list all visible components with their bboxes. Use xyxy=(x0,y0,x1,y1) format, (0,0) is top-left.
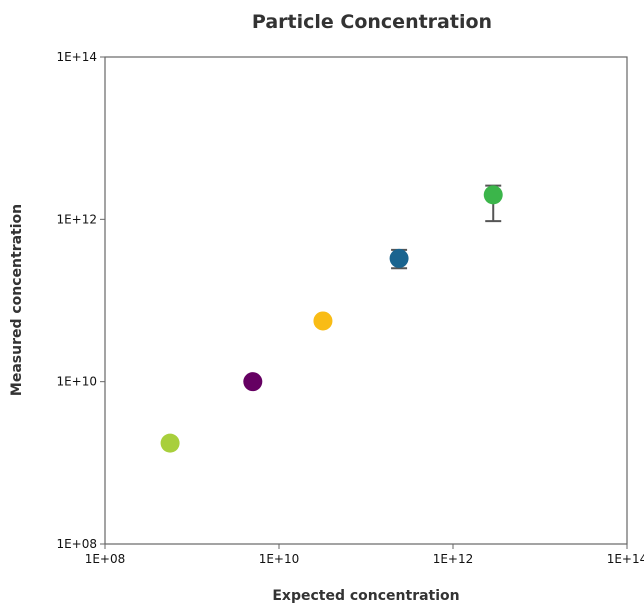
y-tick-label: 1E+08 xyxy=(56,537,97,551)
x-tick-label: 1E+10 xyxy=(259,552,300,566)
data-points xyxy=(160,185,503,453)
x-axis-label: Expected concentration xyxy=(272,588,459,604)
data-point xyxy=(483,185,503,205)
x-tick-label: 1E+12 xyxy=(433,552,474,566)
plot-area xyxy=(104,56,628,545)
data-point xyxy=(313,311,333,331)
data-point xyxy=(160,433,180,453)
axis-ticks: 1E+08 1E+10 1E+12 1E+14 1E+08 1E+10 1E+12 1E+14 xyxy=(56,50,644,566)
y-tick-label: 1E+10 xyxy=(56,375,97,389)
y-tick-label: 1E+12 xyxy=(56,212,97,226)
y-tick-label: 1E+14 xyxy=(56,50,97,64)
y-axis-label: Measured concentration xyxy=(9,204,25,396)
x-tick-label: 1E+14 xyxy=(607,552,644,566)
data-point xyxy=(389,248,409,268)
chart-title: Particle Concentration xyxy=(252,11,492,33)
data-point xyxy=(243,372,263,392)
x-tick-label: 1E+08 xyxy=(85,552,126,566)
